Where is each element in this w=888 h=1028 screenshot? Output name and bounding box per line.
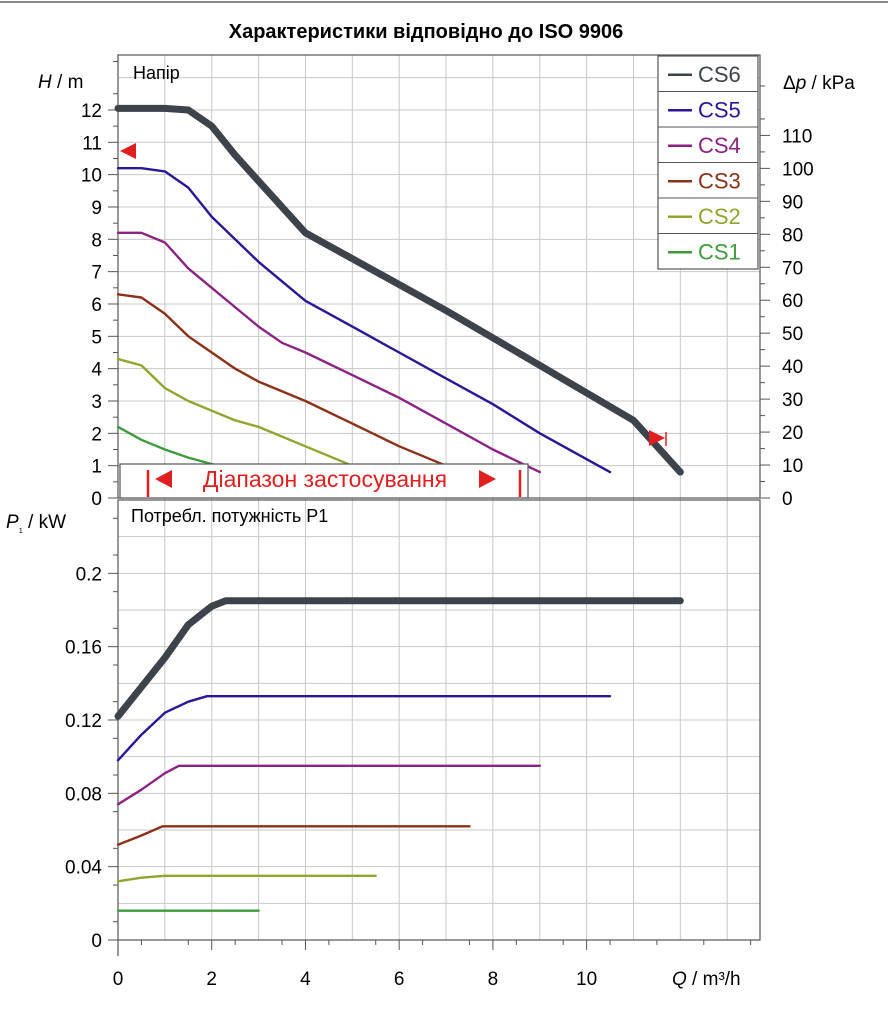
power-tick-label: 0.16 — [65, 638, 102, 659]
legend-label-cs6: CS6 — [698, 62, 741, 87]
power-curve-cs5 — [116, 695, 612, 762]
x-axis-label: Q / m³/h — [672, 969, 741, 990]
pressure-tick-label: 80 — [782, 225, 803, 246]
curves — [114, 104, 684, 912]
pressure-tick-label: 30 — [782, 390, 803, 411]
head-tick-label: 12 — [81, 101, 102, 122]
power-curve-cs3 — [116, 825, 471, 846]
power-tick-label: 0.04 — [65, 858, 102, 879]
pressure-tick-label: 60 — [782, 291, 803, 312]
bottom-panel-label: Потребл. потужність P1 — [131, 506, 328, 526]
x-tick-label: 10 — [576, 969, 597, 990]
pressure-tick-label: 110 — [782, 126, 812, 147]
range-right-arrow — [479, 470, 496, 488]
head-curve-cs3 — [116, 293, 471, 474]
y-axis-label-head: H / m — [38, 72, 83, 93]
legend-label-cs2: CS2 — [698, 204, 741, 229]
head-curve-cs5 — [116, 166, 612, 474]
legend-label-cs3: CS3 — [698, 168, 741, 193]
pressure-tick-label: 90 — [782, 192, 803, 213]
legend-label-cs4: CS4 — [698, 133, 741, 158]
x-tick-label: 4 — [300, 969, 311, 990]
head-tick-label: 10 — [81, 166, 102, 187]
y-axis-label-pressure: Δp / kPa — [783, 73, 855, 94]
head-tick-label: 7 — [91, 263, 102, 284]
head-tick-label: 1 — [91, 457, 102, 478]
pressure-tick-label: 40 — [782, 357, 803, 378]
power-tick-label: 0.12 — [65, 711, 102, 732]
power-curve-cs4 — [116, 764, 541, 806]
head-curve-cs6 — [114, 104, 684, 476]
range-start-marker — [120, 143, 136, 159]
legend-label-cs5: CS5 — [698, 97, 741, 122]
legend-label-cs1: CS1 — [698, 239, 741, 264]
power-tick-label: 0.08 — [65, 784, 102, 805]
pressure-tick-label: 0 — [782, 489, 793, 510]
x-tick-label: 0 — [113, 969, 124, 990]
x-tick-label: 8 — [488, 969, 499, 990]
pressure-tick-label: 20 — [782, 423, 803, 444]
head-curve-cs2 — [116, 357, 377, 474]
pressure-tick-label: 100 — [782, 159, 814, 180]
range-label: Діапазон застосування — [203, 466, 447, 492]
legend: CS6 CS5 CS4 CS3 CS2 CS1 — [657, 55, 759, 270]
chart-title: Характеристики відповідно до ISO 9906 — [229, 21, 624, 43]
head-tick-label: 11 — [82, 133, 102, 154]
top-panel-label: Напір — [133, 63, 180, 83]
x-tick-label: 2 — [206, 969, 217, 990]
power-tick-label: 0 — [91, 931, 102, 952]
pressure-tick-label: 10 — [782, 456, 803, 477]
pressure-tick-label: 70 — [782, 258, 803, 279]
pressure-tick-label: 50 — [782, 324, 803, 345]
head-tick-label: 4 — [91, 360, 102, 381]
axes: 0123456789101112010203040506070809010011… — [65, 54, 814, 990]
head-tick-label: 9 — [91, 198, 102, 219]
application-range-box: Діапазон застосування — [119, 463, 529, 499]
range-end-marker — [649, 430, 665, 446]
head-tick-label: 8 — [91, 230, 102, 251]
head-tick-label: 6 — [91, 295, 102, 316]
x-tick-label: 6 — [394, 969, 405, 990]
power-curve-cs6 — [114, 597, 684, 720]
head-tick-label: 2 — [91, 424, 102, 445]
power-tick-label: 0.2 — [76, 564, 102, 585]
power-curve-cs2 — [116, 874, 377, 883]
y-axis-label-power: P₁ / kW — [6, 512, 66, 535]
range-left-arrow — [155, 470, 172, 488]
head-tick-label: 3 — [91, 392, 102, 413]
head-tick-label: 0 — [91, 489, 102, 510]
head-curve-cs4 — [116, 231, 541, 474]
head-tick-label: 5 — [91, 327, 102, 348]
